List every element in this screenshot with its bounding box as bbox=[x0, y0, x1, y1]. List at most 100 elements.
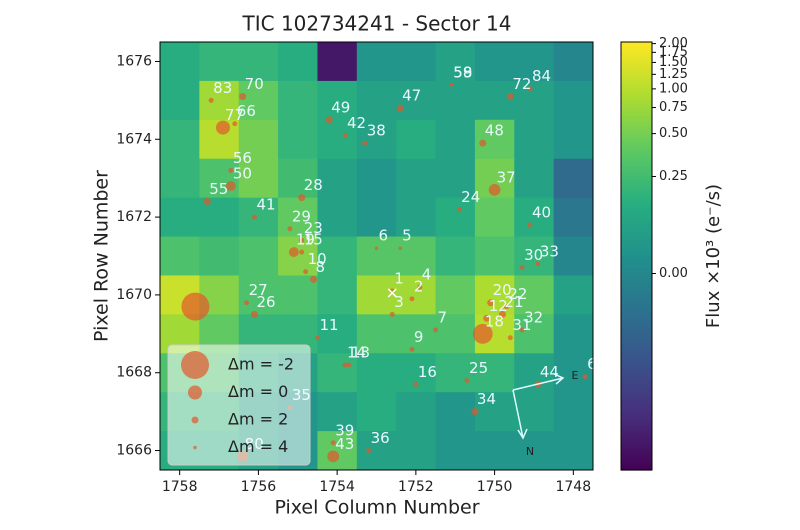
pixel bbox=[317, 236, 358, 276]
star-label: 83 bbox=[213, 79, 232, 97]
colorbar-strip bbox=[621, 60, 652, 63]
colorbar-strip bbox=[621, 296, 652, 299]
star bbox=[488, 183, 501, 196]
colorbar-strip bbox=[621, 458, 652, 461]
pixel bbox=[553, 80, 594, 121]
pixel bbox=[396, 314, 437, 354]
colorbar-strip bbox=[621, 366, 652, 369]
colorbar-strip bbox=[621, 218, 652, 221]
pixel bbox=[514, 314, 555, 354]
star-label: 13 bbox=[351, 343, 370, 361]
colorbar-strip bbox=[621, 98, 652, 101]
colorbar-strip bbox=[621, 264, 652, 267]
colorbar-strip bbox=[621, 376, 652, 379]
colorbar-strip bbox=[621, 142, 652, 145]
colorbar-strip bbox=[621, 380, 652, 383]
colorbar-strip bbox=[621, 120, 652, 123]
pixel bbox=[160, 158, 200, 199]
target-marker bbox=[387, 288, 397, 298]
colorbar-strip bbox=[621, 468, 652, 471]
colorbar-strip bbox=[621, 306, 652, 309]
star-label: 41 bbox=[256, 196, 275, 214]
star bbox=[503, 304, 509, 310]
pixel bbox=[317, 431, 358, 471]
colorbar-strip bbox=[621, 234, 652, 237]
colorbar-strip bbox=[621, 186, 652, 189]
colorbar-strip bbox=[621, 64, 652, 67]
colorbar-strip bbox=[621, 252, 652, 255]
colorbar-strip bbox=[621, 210, 652, 213]
pixel bbox=[317, 80, 358, 121]
colorbar-strip bbox=[621, 448, 652, 451]
star-label: 48 bbox=[485, 122, 504, 140]
star bbox=[389, 311, 395, 317]
star bbox=[409, 296, 415, 302]
pixel bbox=[435, 275, 476, 315]
pixel bbox=[514, 431, 555, 471]
star bbox=[374, 246, 379, 250]
colorbar-strip bbox=[621, 132, 652, 135]
colorbar-strip bbox=[621, 378, 652, 381]
colorbar-strip bbox=[621, 134, 652, 137]
star bbox=[299, 249, 305, 255]
pixel bbox=[435, 431, 476, 471]
compass-north bbox=[512, 389, 528, 440]
star bbox=[346, 362, 352, 368]
colorbar-strip bbox=[621, 326, 652, 329]
colorbar-tick-label: 1.25 bbox=[659, 67, 688, 82]
star-label: 36 bbox=[371, 429, 390, 447]
pixel bbox=[317, 392, 358, 432]
pixel bbox=[514, 197, 555, 238]
star bbox=[208, 97, 214, 103]
colorbar-strip bbox=[621, 466, 652, 469]
colorbar-strip bbox=[621, 430, 652, 433]
colorbar-strip bbox=[621, 294, 652, 297]
pixel bbox=[474, 236, 515, 276]
colorbar-strip bbox=[621, 66, 652, 69]
x-axis-label: Pixel Column Number bbox=[274, 497, 479, 519]
colorbar-strip bbox=[621, 196, 652, 199]
colorbar-strip bbox=[621, 166, 652, 169]
star-label: 20 bbox=[493, 281, 512, 299]
star bbox=[232, 121, 238, 127]
colorbar-strip bbox=[621, 384, 652, 387]
pixel bbox=[356, 42, 397, 82]
star bbox=[398, 246, 402, 250]
pixel bbox=[435, 392, 476, 432]
pixel bbox=[199, 158, 240, 199]
legend-label: Δm = -2 bbox=[228, 355, 294, 374]
colorbar-strip bbox=[621, 450, 652, 453]
colorbar-strip bbox=[621, 122, 652, 125]
colorbar-strip bbox=[621, 434, 652, 437]
star bbox=[314, 335, 320, 341]
star bbox=[330, 440, 336, 446]
star-label: 27 bbox=[249, 281, 268, 299]
pixel bbox=[553, 275, 594, 315]
colorbar-strip bbox=[621, 188, 652, 191]
star bbox=[519, 265, 525, 271]
star-label: 59 bbox=[453, 63, 472, 81]
colorbar-strip bbox=[621, 48, 652, 51]
colorbar-strip bbox=[621, 414, 652, 417]
colorbar-strip bbox=[621, 212, 652, 215]
colorbar-strip bbox=[621, 346, 652, 349]
pixel bbox=[317, 275, 358, 315]
colorbar-strip bbox=[621, 178, 652, 181]
colorbar-strip bbox=[621, 390, 652, 393]
pixel bbox=[238, 158, 279, 199]
colorbar-strip bbox=[621, 180, 652, 183]
pixel bbox=[474, 392, 515, 432]
colorbar-strip bbox=[621, 412, 652, 415]
colorbar-strip bbox=[621, 462, 652, 465]
star-label: 39 bbox=[335, 421, 354, 439]
colorbar-strip bbox=[621, 278, 652, 281]
y-tick-label: 1672 bbox=[116, 209, 152, 225]
star-label: 44 bbox=[540, 363, 559, 381]
colorbar-strip bbox=[621, 320, 652, 323]
x-tick-label: 1754 bbox=[319, 479, 355, 495]
pixel bbox=[278, 42, 318, 82]
star-label: 29 bbox=[292, 207, 311, 225]
star-label: 77 bbox=[225, 106, 244, 124]
colorbar-strip bbox=[621, 392, 652, 395]
star-label: 34 bbox=[477, 390, 496, 408]
